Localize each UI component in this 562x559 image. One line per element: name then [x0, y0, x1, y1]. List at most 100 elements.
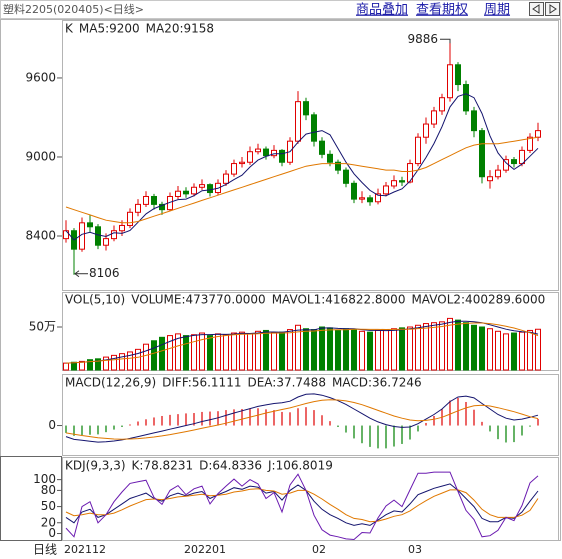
volume-bar — [335, 329, 341, 371]
volume-bar — [431, 322, 437, 371]
candle-body — [311, 114, 317, 142]
volume-bar — [175, 333, 181, 371]
volume-bar — [287, 329, 293, 371]
candle-body — [415, 136, 421, 165]
candle-body — [223, 173, 229, 184]
volume-bar — [239, 331, 245, 371]
volume-bar — [383, 329, 389, 371]
candle-body — [399, 180, 405, 183]
volume-bar — [495, 330, 501, 371]
x-tick-label: 02 — [312, 543, 326, 556]
candle-body — [527, 136, 533, 151]
legend-entry: K:78.8231 — [132, 459, 194, 473]
volume-bar — [143, 343, 149, 371]
candle-body — [519, 149, 525, 165]
candle-body — [439, 97, 445, 112]
candle-body — [383, 185, 389, 195]
candle-body — [535, 130, 541, 138]
candle-body — [151, 195, 157, 205]
x-tick-label: 202112 — [64, 543, 106, 556]
volume-bar — [303, 328, 309, 371]
legend-entry: MAVOL2:400289.6000 — [411, 293, 545, 307]
y-tick-label: 50 — [41, 499, 56, 513]
volume-bar — [511, 332, 517, 371]
candle-body — [407, 163, 413, 183]
y-tick-label: 0 — [48, 526, 56, 540]
volume-bar — [167, 335, 173, 371]
candle-body — [247, 151, 253, 163]
panel-frame — [62, 20, 559, 291]
candle-body — [87, 222, 93, 228]
volume-bar — [487, 328, 493, 371]
annotation-arrow — [74, 270, 80, 278]
annotation: 9886 — [407, 32, 438, 46]
volume-bar — [311, 329, 317, 371]
volume-bar — [111, 354, 117, 371]
volume-bar — [407, 326, 413, 371]
candle-body — [447, 64, 453, 99]
candle-body — [111, 230, 117, 240]
candle-body — [375, 193, 381, 203]
series-line — [65, 322, 539, 364]
top-bar — [0, 0, 561, 19]
candle-body — [487, 176, 493, 182]
legend-entry: VOLUME:473770.0000 — [131, 293, 265, 307]
volume-bar — [247, 333, 253, 371]
candle-body — [63, 230, 69, 240]
candle-body — [367, 197, 373, 203]
volume-bar — [359, 330, 365, 371]
options-link[interactable]: 查看期权 — [416, 2, 468, 18]
volume-bar — [391, 328, 397, 371]
x-axis-label: 日线 — [33, 543, 57, 557]
candle-body — [303, 101, 309, 116]
panel-frame — [62, 457, 559, 541]
series-line — [65, 393, 539, 443]
volume-bar — [319, 326, 325, 371]
candle-body — [295, 101, 301, 142]
volume-bar — [503, 333, 509, 371]
y-tick-label: 50万 — [29, 320, 56, 334]
y-tick-label: 0 — [48, 418, 56, 432]
volume-bar — [447, 317, 453, 371]
volume-bar — [79, 360, 85, 371]
candle-body — [263, 148, 269, 157]
candle-body — [343, 169, 349, 184]
candle-body — [207, 184, 213, 194]
candle-body — [159, 203, 165, 211]
legend-entry: VOL(5,10) — [65, 293, 125, 307]
volume-bar — [119, 353, 125, 371]
volume-bar — [255, 330, 261, 371]
volume-bar — [463, 322, 469, 371]
candle-body — [199, 184, 205, 188]
legend-entry: MACD(12,26,9) — [65, 376, 156, 390]
overlay-link[interactable]: 商品叠加 — [356, 3, 408, 18]
candle-body — [175, 190, 181, 197]
series-line — [65, 483, 539, 526]
y-tick-label: 9600 — [25, 70, 56, 84]
candle-body — [463, 84, 469, 112]
volume-bar — [223, 334, 229, 371]
candle-body — [455, 64, 461, 86]
volume-bar — [263, 329, 269, 371]
volume-bar — [527, 329, 533, 371]
volume-bar — [479, 326, 485, 371]
series-line — [65, 320, 539, 364]
candle-body — [271, 149, 277, 157]
candle-body — [471, 110, 477, 132]
prev-button[interactable] — [529, 2, 544, 16]
volume-bar — [215, 333, 221, 371]
legend-entry: KDJ(9,3,3) — [65, 459, 126, 473]
period-link[interactable]: 周期 — [484, 3, 510, 18]
volume-bar — [271, 332, 277, 371]
volume-bar — [183, 335, 189, 371]
volume-bar — [375, 329, 381, 371]
volume-bar — [423, 323, 429, 371]
volume-bar — [519, 331, 525, 371]
legend-entry: DIFF:56.1111 — [162, 376, 241, 390]
legend-entry: MACD:36.7246 — [332, 376, 422, 390]
volume-bar — [295, 324, 301, 371]
next-button[interactable] — [545, 2, 560, 16]
volume-bar — [351, 329, 357, 371]
y-tick-label: 9000 — [25, 149, 56, 163]
y-tick-label: 100 — [33, 472, 56, 486]
